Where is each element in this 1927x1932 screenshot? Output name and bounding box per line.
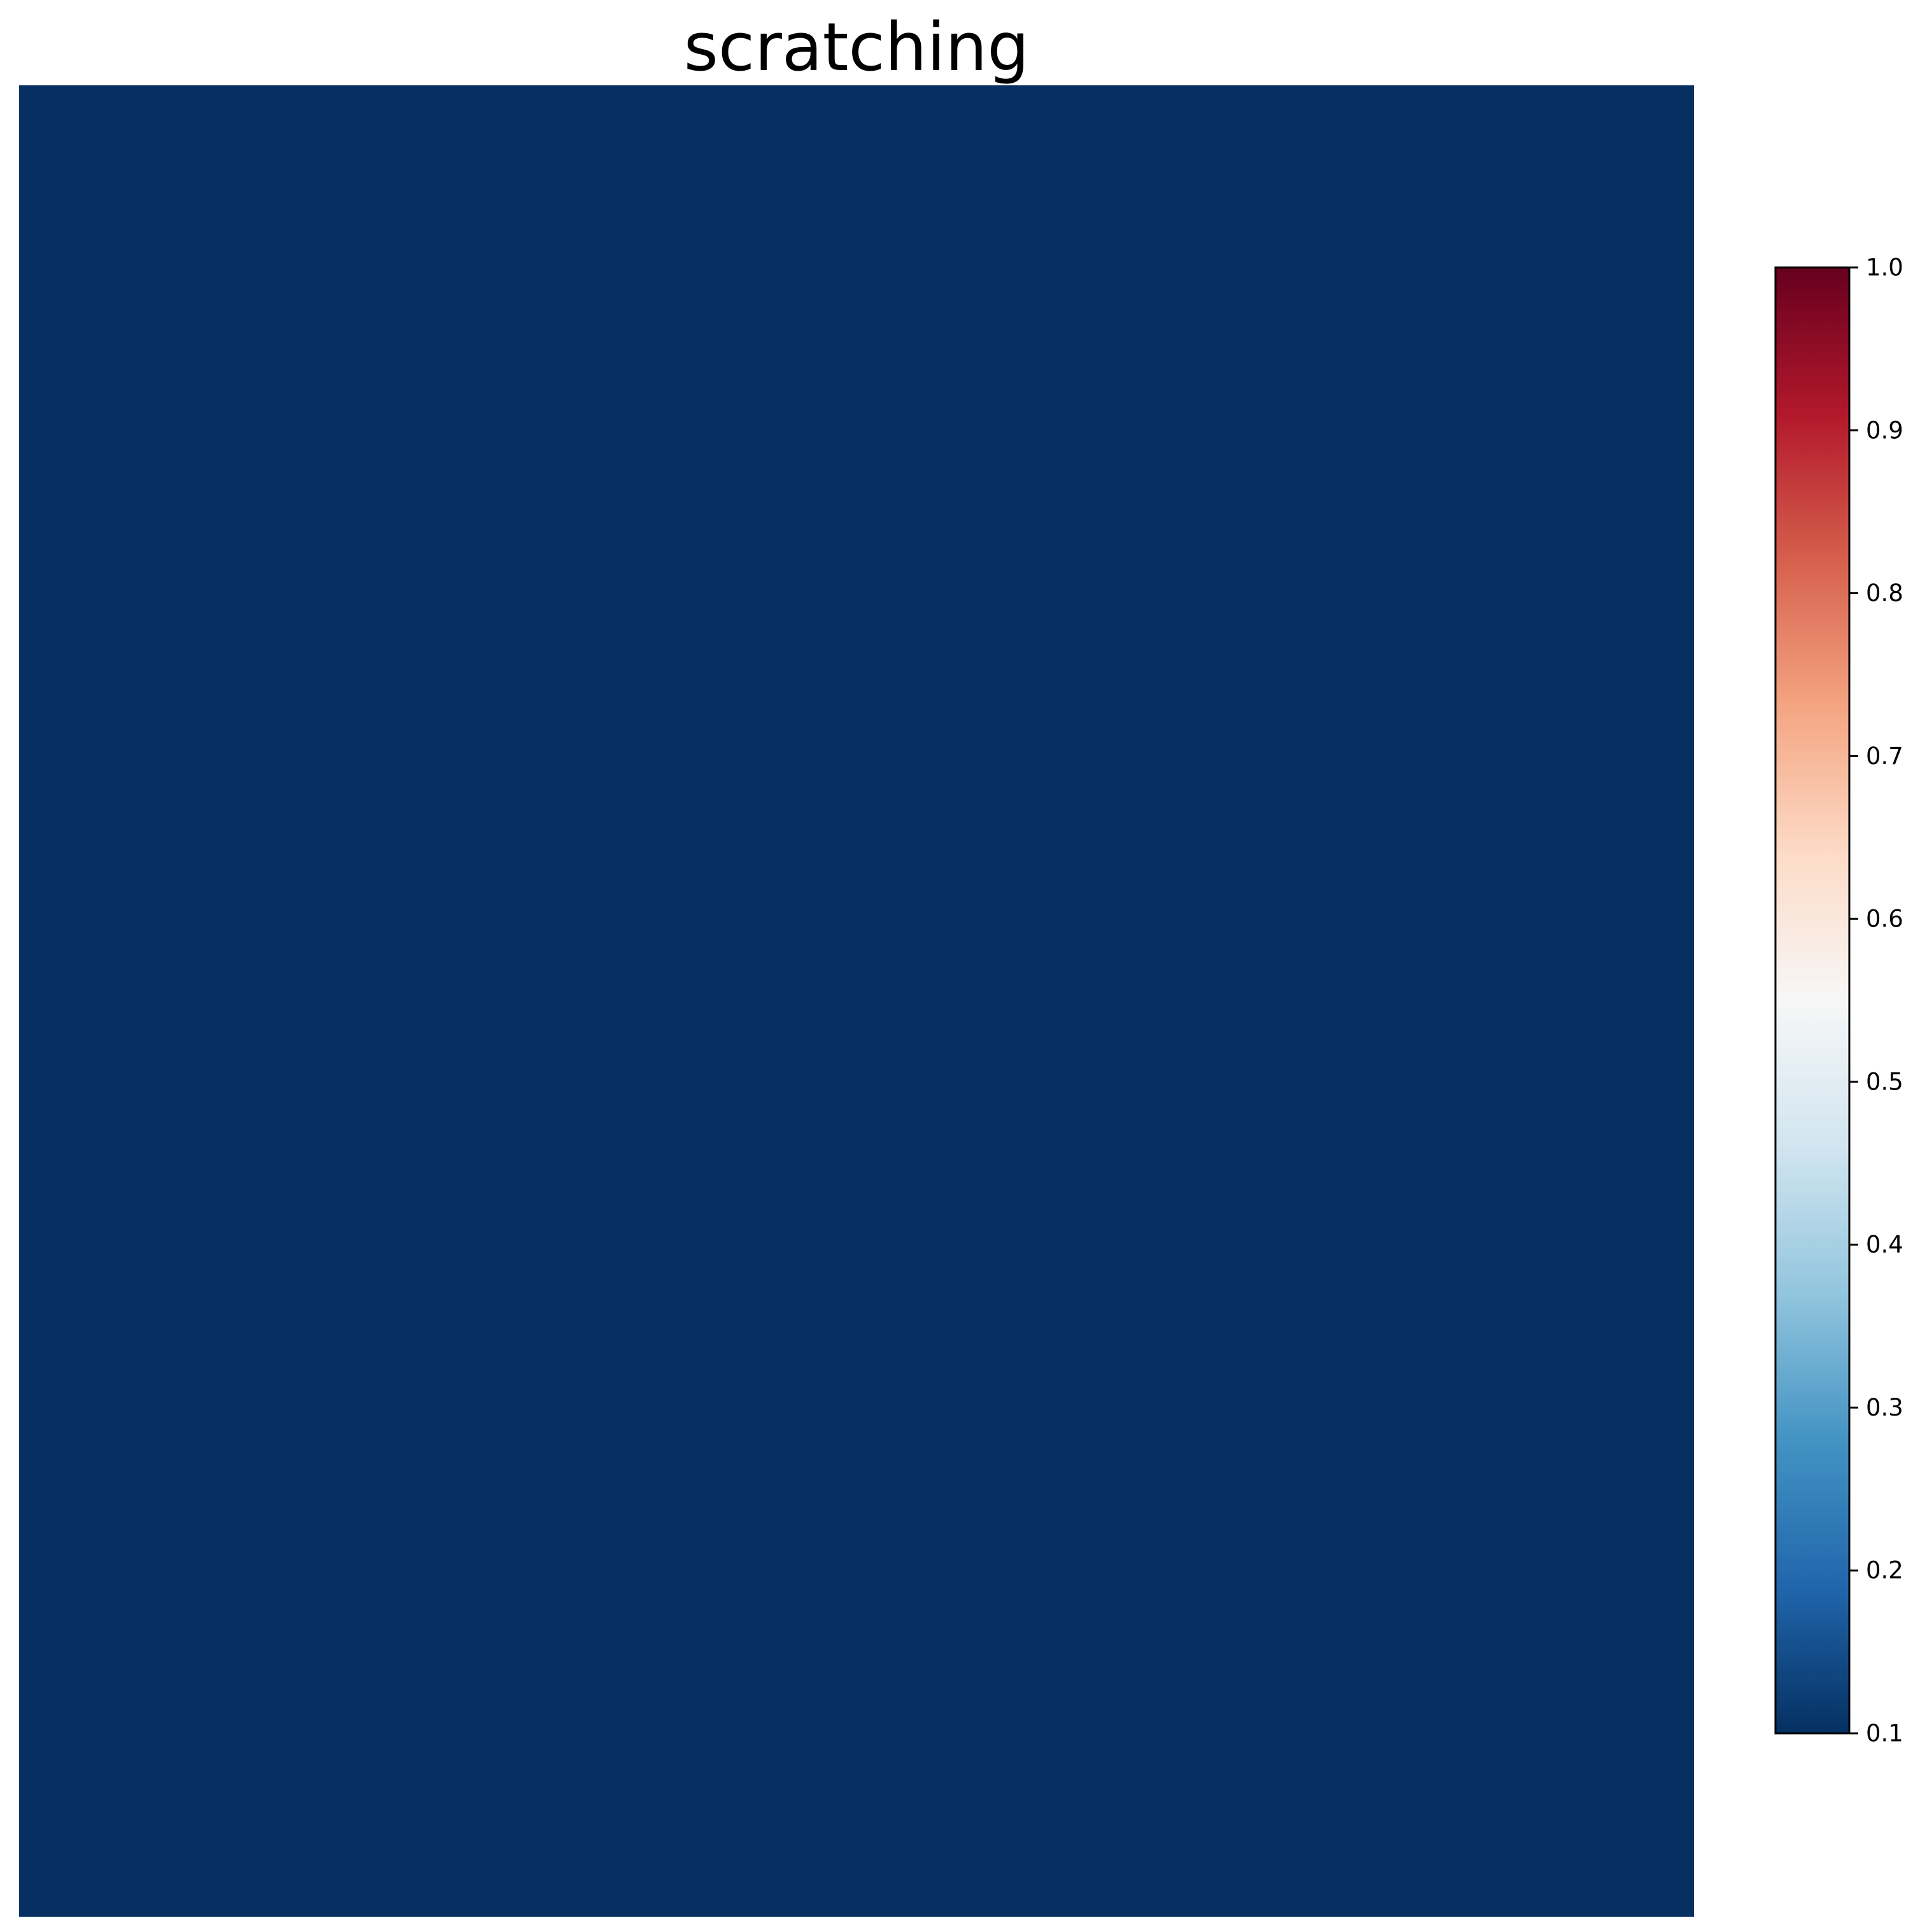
colorbar-gradient: [1775, 267, 1849, 1733]
colorbar-tick-label: 0.6: [1866, 906, 1903, 933]
heatmap-cell: [19, 85, 1694, 1917]
colorbar-tick-label: 0.4: [1866, 1231, 1903, 1258]
colorbar-ticks: 0.1 0.2 0.3 0.4 0.5 0.6 0.7 0.8 0.9 1.0: [1849, 254, 1903, 1747]
heatmap-area: [19, 85, 1694, 1917]
colorbar-tick-label: 0.7: [1866, 742, 1903, 770]
chart-title: scratching: [684, 8, 1030, 86]
colorbar-tick-label: 0.2: [1866, 1557, 1903, 1584]
colorbar: 0.1 0.2 0.3 0.4 0.5 0.6 0.7 0.8 0.9 1.0: [1774, 254, 1903, 1747]
colorbar-tick-label: 0.8: [1866, 579, 1903, 607]
colorbar-frame: [1774, 266, 1851, 1735]
colorbar-tick-label: 1.0: [1866, 254, 1903, 281]
colorbar-tick-label: 0.3: [1866, 1394, 1903, 1421]
colorbar-tick-label: 0.9: [1866, 416, 1903, 444]
colorbar-tick-label: 0.1: [1866, 1720, 1903, 1747]
colorbar-tick-label: 0.5: [1866, 1068, 1903, 1095]
